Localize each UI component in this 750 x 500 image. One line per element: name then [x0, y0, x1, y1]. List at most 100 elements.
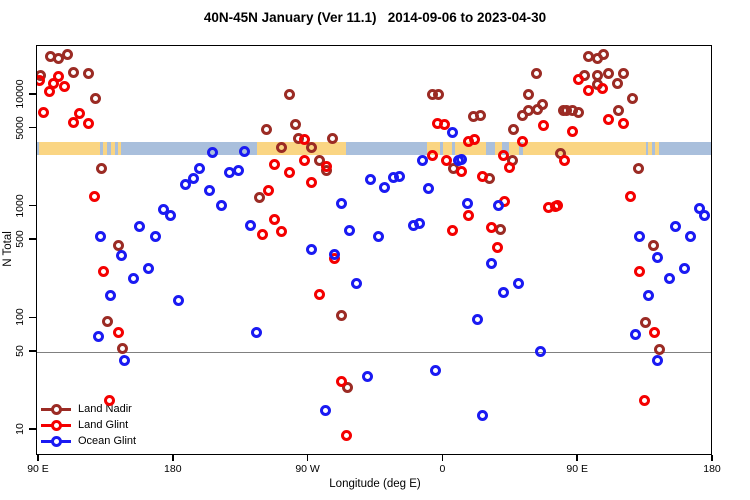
y-axis-tick-label: 100 [14, 308, 26, 327]
legend-label: Land Glint [78, 419, 129, 431]
data-point-land-nadir [306, 141, 318, 153]
data-point-land-glint [256, 229, 268, 241]
data-point-land-glint [306, 176, 318, 188]
data-point-land-nadir [82, 68, 94, 80]
data-point-land-nadir [336, 310, 348, 322]
data-point-land-glint [559, 154, 571, 166]
data-point-land-glint [298, 133, 310, 145]
data-point-land-glint [340, 429, 352, 441]
data-point-ocean-glint [127, 273, 139, 285]
data-point-ocean-glint [336, 197, 348, 209]
data-point-land-nadir [61, 48, 73, 60]
data-point-ocean-glint [115, 249, 127, 261]
legend-label: Land Nadir [78, 403, 132, 415]
data-point-land-glint [551, 200, 563, 212]
x-axis-tick [576, 455, 578, 461]
data-point-land-nadir [617, 68, 629, 80]
data-point-ocean-glint [232, 165, 244, 177]
data-point-land-glint [634, 266, 646, 278]
y-axis-tick-label: 1000 [14, 193, 26, 218]
data-point-ocean-glint [94, 230, 106, 242]
data-point-ocean-glint [105, 289, 117, 301]
data-point-ocean-glint [328, 249, 340, 261]
data-point-ocean-glint [430, 365, 442, 377]
data-point-land-glint [485, 221, 497, 233]
data-point-land-glint [463, 210, 475, 222]
data-point-land-nadir [342, 382, 354, 394]
x-axis-tick-label: 180 [164, 463, 182, 475]
data-point-ocean-glint [652, 354, 664, 366]
data-point-ocean-glint [306, 244, 318, 256]
data-point-land-glint [283, 167, 295, 179]
data-point-land-glint [625, 190, 637, 202]
data-point-land-glint [446, 225, 458, 237]
map-band-land-segment [522, 142, 646, 155]
land-glint-marker-icon [41, 419, 71, 431]
data-point-ocean-glint [422, 182, 434, 194]
data-point-ocean-glint [142, 262, 154, 274]
map-band-land-segment [455, 142, 487, 155]
legend-label: Ocean Glint [78, 435, 137, 447]
map-band-land-segment [647, 142, 652, 155]
data-point-ocean-glint [133, 221, 145, 233]
data-point-ocean-glint [187, 172, 199, 184]
data-point-land-glint [112, 326, 124, 338]
data-point-ocean-glint [416, 154, 428, 166]
data-point-land-nadir [475, 110, 487, 122]
x-axis-tick-label: 90 W [295, 463, 320, 475]
x-axis-label: Longitude (deg E) [329, 478, 421, 490]
data-point-ocean-glint [629, 329, 641, 341]
data-point-ocean-glint [512, 277, 524, 289]
data-point-ocean-glint [472, 313, 484, 325]
data-point-land-nadir [433, 89, 445, 101]
data-point-land-nadir [102, 315, 114, 327]
y-axis-tick [29, 316, 36, 319]
data-point-land-glint [298, 154, 310, 166]
y-axis-tick [29, 428, 36, 430]
data-point-ocean-glint [643, 289, 655, 301]
data-point-ocean-glint [670, 221, 682, 233]
data-point-land-glint [497, 150, 509, 162]
data-point-land-nadir [289, 119, 301, 131]
data-point-land-nadir [602, 67, 614, 79]
data-point-land-glint [276, 225, 288, 237]
data-point-land-glint [469, 133, 481, 145]
data-point-land-nadir [117, 342, 129, 354]
reference-line-50 [37, 351, 711, 354]
data-point-ocean-glint [379, 181, 391, 193]
data-point-land-glint [439, 119, 451, 131]
data-point-ocean-glint [497, 287, 509, 299]
data-point-ocean-glint [250, 327, 262, 339]
data-point-land-glint [37, 106, 49, 118]
data-point-ocean-glint [485, 257, 497, 269]
x-axis-tick [306, 455, 309, 461]
legend: Land Nadir Land Glint Ocean Glint [41, 401, 136, 449]
data-point-land-glint [440, 154, 452, 166]
data-point-ocean-glint [343, 225, 355, 237]
data-point-land-glint [649, 327, 661, 339]
data-point-ocean-glint [238, 146, 250, 158]
x-axis-tick-label: 0 [439, 463, 446, 475]
data-point-land-glint [476, 170, 488, 182]
data-point-land-nadir [632, 162, 644, 174]
map-band-land-segment [110, 142, 115, 155]
data-point-ocean-glint [413, 217, 425, 229]
data-point-ocean-glint [364, 173, 376, 185]
x-axis-tick-label: 180 [703, 463, 721, 475]
data-point-ocean-glint [394, 170, 406, 182]
data-point-land-nadir [536, 99, 548, 111]
map-band-land-segment [654, 142, 660, 155]
data-point-land-nadir [598, 48, 610, 60]
data-point-land-nadir [90, 92, 102, 104]
data-point-land-glint [596, 83, 608, 95]
data-point-land-nadir [261, 124, 273, 135]
data-point-ocean-glint [455, 154, 467, 166]
data-point-land-glint [268, 214, 280, 226]
data-point-land-nadir [592, 69, 604, 81]
data-point-ocean-glint [165, 210, 177, 222]
data-point-land-glint [268, 158, 280, 170]
data-point-ocean-glint [664, 273, 676, 285]
plot-area: Land Nadir Land Glint Ocean Glint [36, 45, 712, 455]
data-point-land-glint [336, 376, 348, 388]
